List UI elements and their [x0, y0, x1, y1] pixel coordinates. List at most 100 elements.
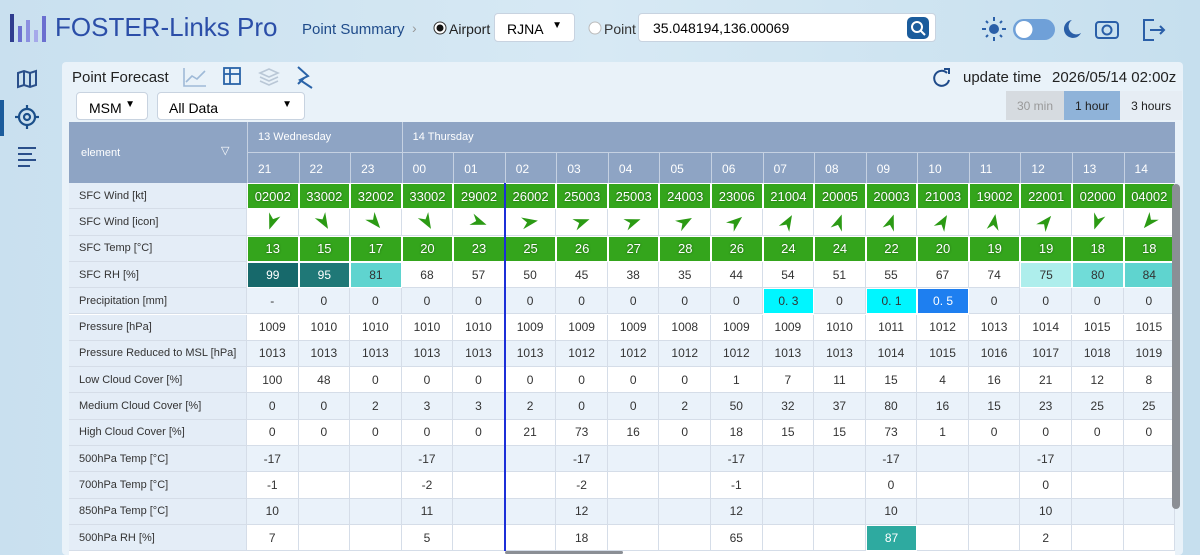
- table-cell: 73: [556, 419, 608, 446]
- table-cell: 0: [968, 419, 1021, 446]
- route-icon[interactable]: [297, 66, 313, 89]
- select-value: MSM: [89, 100, 122, 116]
- table-cell: [298, 209, 351, 236]
- row-label: Precipitation [mm]: [69, 288, 247, 315]
- breadcrumb[interactable]: Point Summary: [302, 21, 405, 38]
- hour-label: 10: [917, 153, 969, 183]
- search-button[interactable]: [907, 17, 929, 39]
- table-cell: 1012: [917, 314, 969, 341]
- table-cell: 24: [814, 235, 866, 262]
- h-scrollbar[interactable]: [505, 551, 623, 554]
- wind-icon: [572, 219, 590, 231]
- camera-icon[interactable]: [1095, 21, 1119, 39]
- table-cell: 20003: [865, 183, 918, 210]
- table-cell: [453, 524, 505, 552]
- table-cell: [762, 524, 815, 552]
- layers-icon[interactable]: [258, 68, 280, 86]
- table-cell: 19: [968, 235, 1021, 262]
- row-label: SFC Wind [icon]: [69, 209, 247, 236]
- hour-label: 05: [659, 153, 711, 183]
- table-cell: 57: [453, 261, 505, 289]
- table-cell: 74: [968, 261, 1021, 289]
- wind-icon: [1094, 212, 1106, 230]
- radio-airport[interactable]: [433, 21, 447, 35]
- target-icon[interactable]: [15, 105, 39, 129]
- table-cell: 1009: [607, 314, 660, 341]
- table-cell: [1071, 472, 1124, 499]
- hour-label: 14: [1123, 153, 1175, 183]
- logout-icon[interactable]: [1143, 19, 1166, 41]
- airport-select[interactable]: RJNA ▼: [494, 13, 575, 42]
- table-cell: 24: [762, 235, 815, 262]
- table-cell: 2: [504, 393, 557, 420]
- interval-button[interactable]: 3 hours: [1120, 91, 1183, 120]
- point-input[interactable]: 35.048194,136.00069: [638, 13, 936, 42]
- hour-label: 06: [711, 153, 763, 183]
- filter-select[interactable]: All Data ▼: [157, 92, 305, 120]
- table-cell: 0: [659, 367, 712, 394]
- wind-icon: [1035, 215, 1051, 232]
- table-cell: [659, 472, 712, 499]
- table-cell: 1009: [556, 314, 608, 341]
- scrollbar[interactable]: [1172, 184, 1180, 509]
- table-cell: 1015: [1071, 314, 1124, 341]
- table-cell: [350, 524, 402, 552]
- table-cell: 1: [917, 419, 969, 446]
- interval-button[interactable]: 1 hour: [1064, 91, 1121, 120]
- table-icon[interactable]: [223, 67, 241, 85]
- table-cell: 0: [1123, 288, 1175, 315]
- update-time: 2026/05/14 02:00z: [1052, 69, 1177, 86]
- table-cell: 7: [247, 524, 299, 552]
- table-cell: 8: [1123, 367, 1175, 394]
- map-icon[interactable]: [17, 69, 37, 89]
- interval-button[interactable]: 30 min: [1006, 91, 1065, 120]
- table-cell: 15: [968, 393, 1021, 420]
- model-select[interactable]: MSM ▼: [76, 92, 148, 120]
- table-cell: 1013: [453, 340, 505, 368]
- table-cell: 1009: [711, 314, 763, 341]
- table-cell: 16: [607, 419, 660, 446]
- header-divider: [247, 152, 1175, 153]
- table-cell: 1010: [298, 314, 351, 341]
- wind-icon: [831, 214, 843, 232]
- update-label: update time: [963, 69, 1042, 86]
- refresh-icon[interactable]: [930, 66, 952, 88]
- table-cell: 21004: [762, 183, 815, 210]
- row-label: 700hPa Temp [°C]: [69, 472, 247, 499]
- table-cell: [607, 446, 660, 473]
- table-cell: [814, 209, 866, 236]
- table-cell: 0: [1071, 419, 1124, 446]
- hour-label: 02: [504, 153, 557, 183]
- table-cell: 67: [917, 261, 969, 289]
- table-cell: [659, 209, 712, 236]
- table-cell: 15: [762, 419, 815, 446]
- table-cell: [453, 498, 505, 525]
- table-cell: 87: [865, 524, 918, 552]
- table-cell: 0. 1: [865, 288, 918, 315]
- table-cell: 15: [814, 419, 866, 446]
- table-cell: 13: [247, 235, 299, 262]
- list-icon[interactable]: [18, 147, 36, 167]
- table-cell: 15: [298, 235, 351, 262]
- table-cell: 0: [350, 419, 402, 446]
- table-cell: [762, 446, 815, 473]
- hour-label: 11: [968, 153, 1021, 183]
- table-cell: 28: [659, 235, 712, 262]
- table-cell: 18: [1123, 235, 1175, 262]
- caret: ▼: [282, 99, 292, 110]
- wind-icon: [933, 215, 947, 232]
- table-cell: 0: [1020, 288, 1072, 315]
- table-cell: -17: [711, 446, 763, 473]
- now-line: [503, 183, 506, 552]
- table-cell: [247, 209, 299, 236]
- radio-label: Airport: [449, 21, 491, 37]
- table-cell: [1123, 446, 1175, 473]
- table-cell: [556, 209, 608, 236]
- radio-point[interactable]: [588, 21, 602, 35]
- table-cell: 1011: [865, 314, 918, 341]
- hour-label: 00: [401, 153, 454, 183]
- chart-icon[interactable]: [183, 68, 206, 87]
- table-cell: 2: [1020, 524, 1072, 552]
- hour-label: 23: [350, 153, 402, 183]
- table-cell: [917, 209, 969, 236]
